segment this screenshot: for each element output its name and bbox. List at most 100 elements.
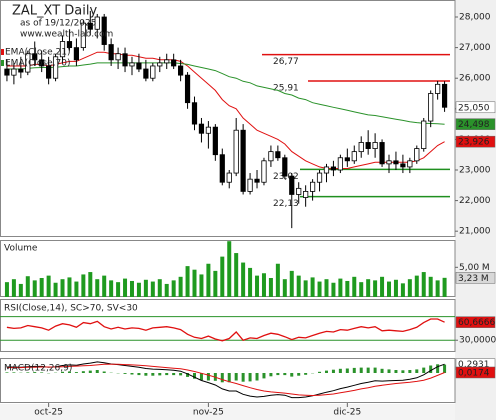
candle-body — [108, 44, 114, 61]
candle-body — [254, 178, 260, 183]
pane-title: MACD(12,26,9) — [4, 364, 72, 374]
candle-body — [316, 172, 323, 183]
candle-body — [32, 53, 38, 61]
axis-column — [455, 0, 496, 420]
volume-bar — [46, 275, 51, 297]
value-box — [455, 272, 496, 284]
volume-bar — [39, 278, 44, 297]
volume-bar — [331, 282, 336, 297]
histogram-bar — [401, 370, 405, 373]
ema-line — [6, 51, 445, 169]
volume-bar — [74, 281, 79, 297]
level-label: 22,13 — [273, 199, 299, 209]
volume-bar — [109, 280, 114, 297]
candle-body — [101, 16, 107, 45]
candle-body — [198, 123, 205, 134]
histogram-bar — [324, 370, 328, 373]
candle-body — [365, 142, 371, 149]
histogram-bar — [151, 373, 155, 376]
candle-body — [435, 83, 441, 94]
candle-body — [323, 166, 330, 174]
candle-body — [136, 62, 142, 70]
candle-body — [282, 157, 288, 177]
legend-label: EMA(Close,70) — [5, 59, 70, 69]
volume-bar — [192, 269, 197, 297]
volume-bar — [255, 275, 260, 297]
candle-body — [157, 62, 163, 67]
candle-body — [59, 41, 66, 58]
y-tick-label: 28,000 — [459, 13, 491, 23]
volume-bar — [428, 276, 433, 297]
candle-body — [11, 68, 17, 76]
histogram-bar — [206, 373, 210, 381]
volume-bar — [220, 256, 225, 297]
volume-bar — [164, 283, 169, 297]
volume-bar — [407, 279, 412, 297]
histogram-bar — [172, 373, 176, 376]
rsi-line — [6, 318, 445, 342]
volume-bar — [338, 278, 343, 297]
histogram-bar — [26, 372, 30, 373]
source: www.wealth-lab.com — [20, 30, 113, 40]
volume-bar — [366, 279, 371, 297]
volume-bar — [136, 282, 141, 297]
histogram-bar — [241, 373, 245, 382]
volume-bar — [18, 283, 23, 297]
volume-bar — [373, 280, 378, 297]
y-tick-label: 30,0000 — [459, 336, 496, 346]
histogram-bar — [81, 371, 85, 373]
value-label: 24,498 — [458, 120, 490, 130]
y-tick-label: 27,000 — [459, 43, 491, 53]
candle-body — [66, 41, 73, 49]
volume-bar — [275, 263, 280, 297]
candle-body — [80, 22, 86, 49]
macd-line — [6, 363, 445, 397]
histogram-bar — [61, 371, 65, 373]
histogram-bar — [33, 372, 37, 373]
candle-body — [330, 166, 337, 171]
volume-bar — [234, 253, 239, 297]
level-label: 25,91 — [273, 83, 299, 93]
histogram-bar — [290, 373, 294, 377]
volume-bar — [157, 279, 162, 297]
histogram-bar — [234, 373, 238, 381]
candle-body — [178, 65, 184, 76]
candle-body — [441, 83, 448, 108]
volume-bar — [421, 272, 426, 297]
value-box — [455, 316, 496, 328]
candle-body — [296, 187, 302, 195]
histogram-bar — [67, 371, 71, 373]
histogram-bar — [373, 367, 377, 373]
candle-body — [191, 102, 198, 125]
x-tick-label: nov-25 — [193, 408, 224, 418]
histogram-bar — [366, 367, 370, 373]
candle-body — [94, 16, 100, 30]
histogram-bar — [144, 373, 148, 376]
volume-bar — [296, 275, 301, 297]
volume-bar — [282, 279, 287, 297]
volume-bar — [25, 276, 30, 297]
volume-bar — [206, 263, 211, 297]
histogram-bar — [338, 368, 342, 373]
histogram-bar — [186, 373, 190, 377]
volume-bar — [213, 270, 218, 297]
candle-body — [344, 157, 350, 162]
volume-bar — [32, 280, 37, 297]
y-tick-label: 23,000 — [459, 165, 491, 175]
histogram-bar — [408, 370, 412, 373]
candle-body — [261, 160, 267, 183]
histogram-bar — [352, 367, 356, 373]
candle-body — [87, 22, 93, 30]
histogram-bar — [283, 373, 287, 376]
volume-bar — [185, 266, 190, 297]
level-label: 26,77 — [273, 57, 299, 67]
legend-swatch — [1, 60, 4, 66]
candle-body — [309, 181, 316, 192]
histogram-bar — [297, 373, 301, 376]
legend-swatch — [1, 49, 4, 55]
volume-bar — [387, 281, 392, 297]
volume-bar — [102, 275, 107, 297]
y-tick-label: 22,000 — [459, 196, 491, 206]
histogram-bar — [5, 372, 9, 373]
